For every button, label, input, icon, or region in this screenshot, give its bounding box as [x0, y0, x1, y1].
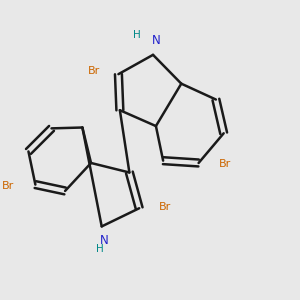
Text: N: N — [152, 34, 160, 47]
Text: H: H — [95, 244, 103, 254]
Text: H: H — [133, 30, 141, 40]
Text: Br: Br — [2, 181, 14, 191]
Text: Br: Br — [159, 202, 171, 212]
Text: Br: Br — [88, 66, 100, 76]
Text: Br: Br — [218, 159, 231, 170]
Text: N: N — [100, 234, 108, 247]
